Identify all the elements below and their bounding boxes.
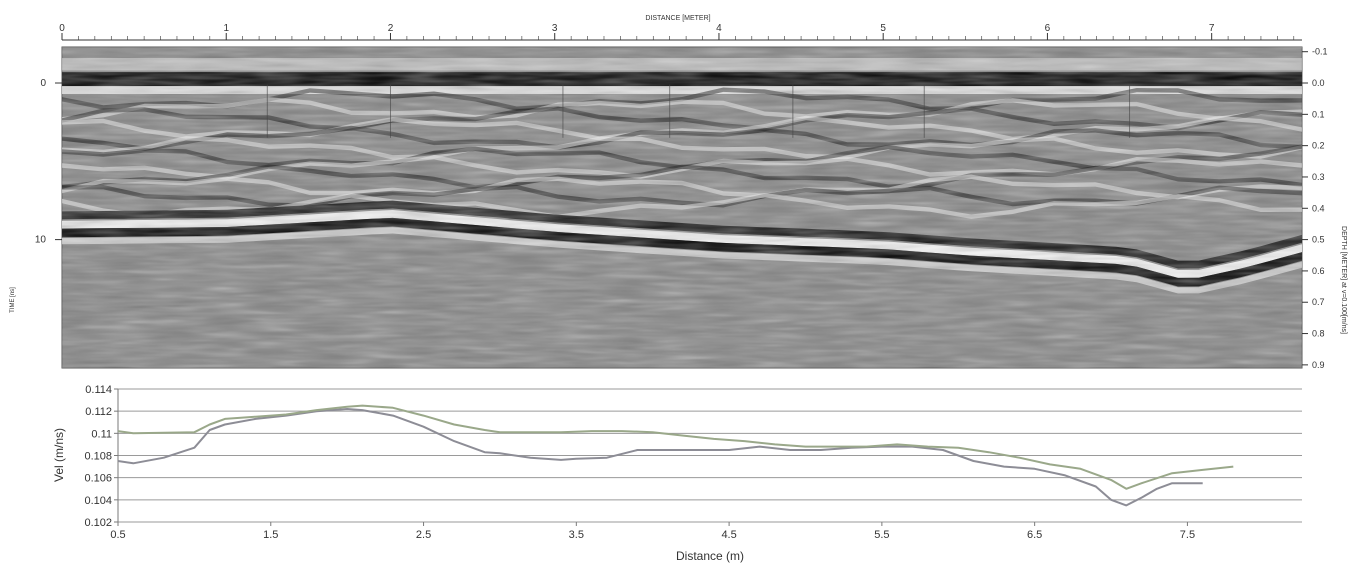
radargram-depth-tick-label: 0.6 <box>1312 266 1325 276</box>
velocity-chart-y-tick-label: 0.112 <box>85 406 112 418</box>
radargram-x-tick-label: 1 <box>223 23 229 34</box>
velocity-chart-y-tick-label: 0.11 <box>91 428 112 440</box>
velocity-chart-y-axis: 0.102 0.104 0.106 0.108 0.11 0.112 0.114 <box>84 384 118 529</box>
velocity-chart-x-tick-label: 5.5 <box>874 529 889 541</box>
velocity-chart-gridlines <box>118 388 1302 523</box>
radargram-time-axis-title: TIME [ns] <box>10 287 16 313</box>
velocity-chart-x-tick-label: 4.5 <box>721 529 736 541</box>
radargram-x-tick-label: 7 <box>1209 23 1215 34</box>
radargram-depth-tick-label: 0.2 <box>1312 141 1325 151</box>
velocity-chart-y-axis-title: Vel (m/ns) <box>52 428 66 482</box>
radargram-x-tick-label: 3 <box>552 23 558 34</box>
radargram-depth-tick-label: 0.9 <box>1312 360 1325 370</box>
velocity-chart-y-tick-label: 0.106 <box>84 473 112 485</box>
velocity-chart-x-axis-title: Distance (m) <box>676 549 744 563</box>
velocity-chart-y-tick-label: 0.114 <box>85 384 112 396</box>
radargram-depth-tick-label: 0.4 <box>1312 203 1325 213</box>
radargram-texture <box>62 47 1302 368</box>
radargram-depth-axis-title: DEPTH [METER] at v=0.100[m/ns] <box>1340 226 1347 334</box>
velocity-chart-x-tick-label: 7.5 <box>1180 529 1195 541</box>
radargram-depth-tick-label: 0.5 <box>1312 235 1325 245</box>
radargram-depth-tick-label: -0.1 <box>1312 47 1328 57</box>
radargram-x-tick-label: 2 <box>388 23 394 34</box>
radargram-depth-tick-label: 0.7 <box>1312 297 1325 307</box>
radargram-depth-tick-label: 0.3 <box>1312 172 1325 182</box>
radargram-time-axis: 0 10 <box>35 78 62 246</box>
radargram-x-axis-title: DISTANCE [METER] <box>645 15 710 22</box>
velocity-series-line-2 <box>117 404 1234 490</box>
velocity-chart-x-tick-label: 2.5 <box>416 529 431 541</box>
radargram-depth-tick-label: 0.1 <box>1312 109 1325 119</box>
radargram-time-tick-label: 10 <box>35 235 47 246</box>
radargram-time-tick-label: 0 <box>40 78 46 89</box>
radargram-x-tick-label: 4 <box>716 23 722 34</box>
radargram-vertical-markers <box>266 84 1131 138</box>
radargram-depth-tick-label: 0.8 <box>1312 329 1325 339</box>
radargram-x-tick-label: 5 <box>880 23 886 34</box>
radargram-depth-tick-label: 0.0 <box>1312 78 1325 88</box>
radargram-panel: 0 1 2 3 4 5 6 7 0 10 -0.1 0.0 0.1 0.2 0.3 0.4 0.5 0.6 0.… <box>10 15 1347 370</box>
velocity-series-line-1 <box>117 408 1203 507</box>
velocity-chart-series <box>117 404 1234 507</box>
radargram-x-axis: 0 1 2 3 4 5 6 7 <box>59 23 1302 41</box>
velocity-chart-x-tick-label: 3.5 <box>569 529 584 541</box>
velocity-chart-x-axis: 0.5 1.5 2.5 3.5 4.5 5.5 6.5 7.5 <box>110 522 1195 541</box>
velocity-chart-y-tick-label: 0.102 <box>84 517 112 529</box>
velocity-chart-x-tick-label: 1.5 <box>263 529 278 541</box>
velocity-chart-x-tick-label: 0.5 <box>110 529 125 541</box>
radargram-x-tick-label: 6 <box>1045 23 1051 34</box>
velocity-chart-y-tick-label: 0.108 <box>84 451 112 463</box>
velocity-chart: 0.102 0.104 0.106 0.108 0.11 0.112 0.114 0.5 1.… <box>52 384 1302 563</box>
velocity-chart-y-tick-label: 0.104 <box>84 495 112 507</box>
radargram-depth-axis: -0.1 0.0 0.1 0.2 0.3 0.4 0.5 0.6 0.7 0.8 0.9 <box>1302 47 1328 370</box>
radargram-x-tick-label: 0 <box>59 23 65 34</box>
velocity-chart-x-tick-label: 6.5 <box>1027 529 1042 541</box>
